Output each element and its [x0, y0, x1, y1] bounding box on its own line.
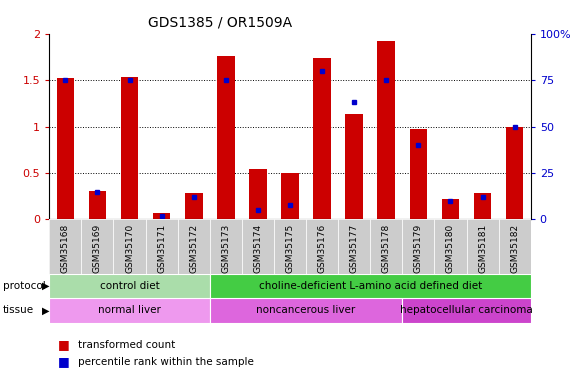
Text: GSM35172: GSM35172: [189, 224, 198, 273]
Text: GSM35177: GSM35177: [350, 224, 358, 273]
Bar: [146, 219, 177, 274]
Text: noncancerous liver: noncancerous liver: [256, 305, 356, 315]
Text: transformed count: transformed count: [78, 340, 176, 350]
Text: hepatocellular carcinoma: hepatocellular carcinoma: [400, 305, 533, 315]
Bar: [49, 219, 531, 274]
Text: GSM35174: GSM35174: [253, 224, 262, 273]
Bar: [49, 298, 210, 322]
Bar: [506, 127, 524, 219]
Bar: [56, 78, 74, 219]
Text: tissue: tissue: [3, 305, 34, 315]
Text: GSM35176: GSM35176: [318, 224, 327, 273]
Bar: [185, 194, 202, 219]
Text: protocol: protocol: [3, 281, 46, 291]
Text: GSM35175: GSM35175: [285, 224, 295, 273]
Bar: [338, 219, 370, 274]
Text: GSM35182: GSM35182: [510, 224, 519, 273]
Text: GDS1385 / OR1509A: GDS1385 / OR1509A: [148, 15, 292, 29]
Bar: [89, 190, 106, 219]
Bar: [313, 58, 331, 219]
Bar: [409, 129, 427, 219]
Bar: [114, 219, 146, 274]
Bar: [499, 219, 531, 274]
Text: GSM35178: GSM35178: [382, 224, 391, 273]
Bar: [403, 298, 531, 322]
Bar: [210, 298, 403, 322]
Bar: [281, 173, 299, 219]
Bar: [49, 219, 81, 274]
Bar: [378, 41, 395, 219]
Text: ▶: ▶: [42, 281, 50, 291]
Bar: [441, 199, 459, 219]
Text: GSM35169: GSM35169: [93, 224, 102, 273]
Bar: [474, 194, 491, 219]
Text: normal liver: normal liver: [98, 305, 161, 315]
Bar: [153, 213, 171, 219]
Bar: [249, 169, 267, 219]
Text: GSM35173: GSM35173: [222, 224, 230, 273]
Bar: [210, 219, 242, 274]
Bar: [306, 219, 338, 274]
Bar: [466, 219, 499, 274]
Text: ■: ■: [58, 356, 70, 368]
Bar: [274, 219, 306, 274]
Text: control diet: control diet: [100, 281, 160, 291]
Text: GSM35179: GSM35179: [414, 224, 423, 273]
Text: GSM35170: GSM35170: [125, 224, 134, 273]
Text: ■: ■: [58, 339, 70, 351]
Bar: [370, 219, 403, 274]
Text: percentile rank within the sample: percentile rank within the sample: [78, 357, 254, 367]
Text: GSM35181: GSM35181: [478, 224, 487, 273]
Bar: [403, 219, 434, 274]
Text: ▶: ▶: [42, 305, 50, 315]
Bar: [242, 219, 274, 274]
Bar: [81, 219, 114, 274]
Text: choline-deficient L-amino acid defined diet: choline-deficient L-amino acid defined d…: [259, 281, 482, 291]
Text: GSM35171: GSM35171: [157, 224, 166, 273]
Text: GSM35180: GSM35180: [446, 224, 455, 273]
Bar: [121, 77, 139, 219]
Bar: [434, 219, 466, 274]
Bar: [345, 114, 363, 219]
Bar: [210, 274, 531, 298]
Bar: [177, 219, 210, 274]
Bar: [217, 56, 235, 219]
Text: GSM35168: GSM35168: [61, 224, 70, 273]
Bar: [49, 274, 210, 298]
